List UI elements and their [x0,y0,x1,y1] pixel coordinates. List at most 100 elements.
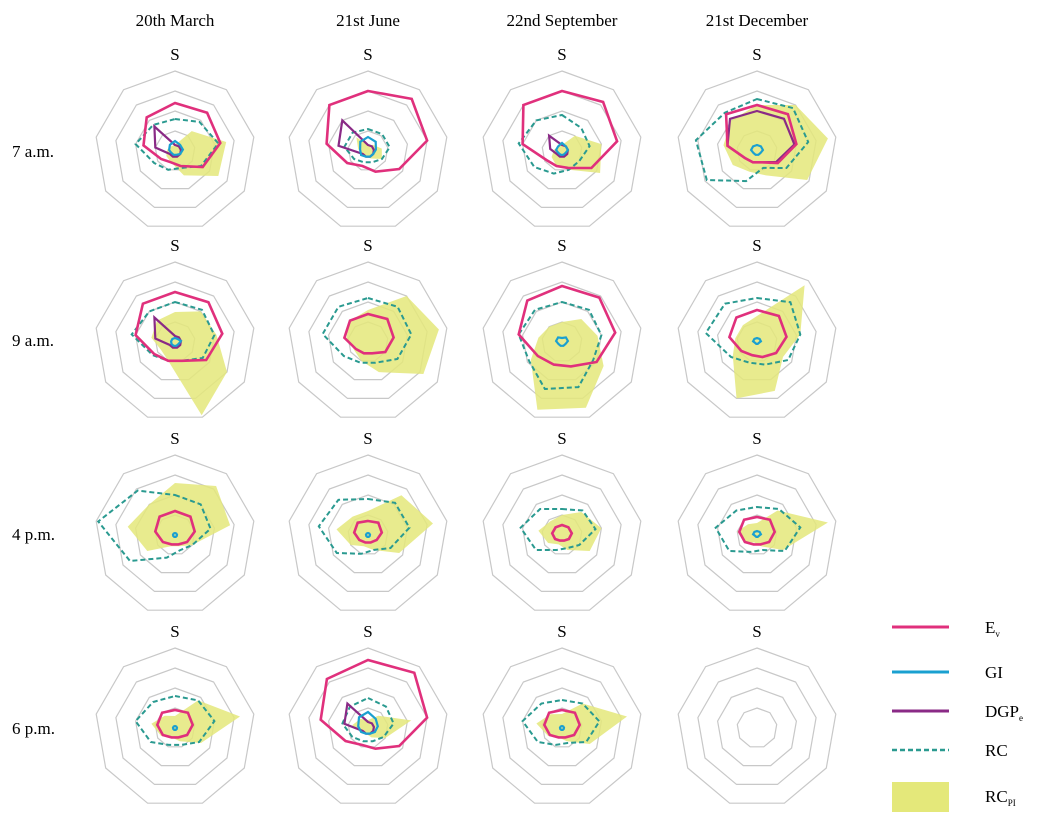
legend-label: GI [985,663,1003,682]
grid-ring [502,474,622,593]
grid-ring [115,281,235,399]
grid-ring [288,70,448,227]
rcpi-area [127,483,231,551]
legend: Ev GI DGPe RC RCPI [892,618,1023,812]
ev-series [319,658,429,751]
grid-ring [288,454,448,611]
rc-series [134,694,216,746]
ev-series [134,290,224,363]
radar-panel-4pm-june: S [288,429,448,611]
grid-ring [288,647,448,804]
direction-label: S [170,429,179,448]
rcpi-area [336,495,433,553]
radar-panel-7am-september: S [482,45,642,227]
grid-ring [677,454,837,611]
column-header-september: 22nd September [507,11,618,30]
gi-series [357,710,379,735]
ev-series [517,284,617,368]
gi-series [558,724,566,732]
grid-ring [327,687,409,767]
radar-panel-9am-september: S [482,236,642,418]
rcpi-area [536,703,627,744]
radar-panel-4pm-march: S [95,429,255,611]
legend-item-rc: RC [892,741,1008,760]
rc-series [343,127,391,164]
rc-series [517,113,591,175]
legend-item-rcp: RCPI [892,782,1016,812]
ev-series [142,101,222,169]
gi-series [751,336,763,345]
radar-panel-4pm-september: S [482,429,642,611]
radar-panel-6pm-june: S [288,622,448,804]
row-header-9am: 9 a.m. [12,331,54,350]
legend-item-gi: GI [892,663,1003,682]
legend-label-subscript: PI [1008,798,1016,808]
gi-series [749,143,765,156]
direction-label: S [170,236,179,255]
grid-ring [697,667,817,786]
direction-label: S [363,45,372,64]
rcpi-area [530,319,604,410]
grid-ring [115,90,235,208]
gi-series [751,529,763,539]
legend-label: DGPe [985,702,1023,723]
rc-series [96,489,212,563]
legend-label-subscript: v [995,629,1000,639]
radar-panel-7am-march: S [95,45,255,227]
ev-series [342,312,396,355]
direction-label: S [170,45,179,64]
legend-label: RCPI [985,787,1016,808]
rc-series [521,698,601,746]
rcpi-area [732,285,805,399]
grid-ring [95,454,255,611]
ev-series [325,89,429,174]
rc-series [704,296,802,366]
legend-item-dgp: DGPe [892,702,1023,723]
legend-label: RC [985,741,1008,760]
rc-series [517,300,603,391]
radar-panel-9am-march: S [95,236,255,418]
row-header-7am: 7 a.m. [12,142,54,161]
ev-series [521,89,619,170]
grid-ring [115,474,235,593]
radar-panel-6pm-march: S [95,622,255,804]
rcpi-area [151,311,227,416]
grid-ring [115,667,235,786]
direction-label: S [752,429,761,448]
direction-label: S [363,236,372,255]
column-header-march: 20th March [136,11,215,30]
radar-panel-6pm-september: S [482,622,642,804]
rc-series [317,497,411,555]
grid-ring [677,647,837,804]
column-headers: 20th March 21st June 22nd September 21st… [136,11,809,30]
grid-ring [521,110,603,190]
ev-series [352,519,384,544]
legend-label: Ev [985,618,1000,639]
rcpi-area [737,510,828,550]
direction-label: S [557,429,566,448]
rc-series [130,300,216,362]
ev-series [737,515,777,546]
ev-series [727,308,788,359]
rc-series [519,508,597,551]
column-header-december: 21st December [706,11,809,30]
legend-swatch [892,782,949,812]
gi-series [358,135,378,158]
direction-label: S [557,622,566,641]
ev-series [550,523,574,542]
grid-ring [134,110,216,190]
gi-series [171,724,179,732]
gi-series [364,531,372,539]
gi-series [167,139,185,156]
direction-label: S [363,429,372,448]
grid-ring [95,261,255,418]
grid-ring [482,454,642,611]
grid-ring [502,667,622,786]
rcpi-area [352,715,412,738]
radar-panel-9am-december: S [677,236,837,418]
direction-label: S [752,236,761,255]
grid-ring [521,494,603,574]
dgpe-series [153,123,183,158]
legend-label-subscript: e [1019,713,1023,723]
